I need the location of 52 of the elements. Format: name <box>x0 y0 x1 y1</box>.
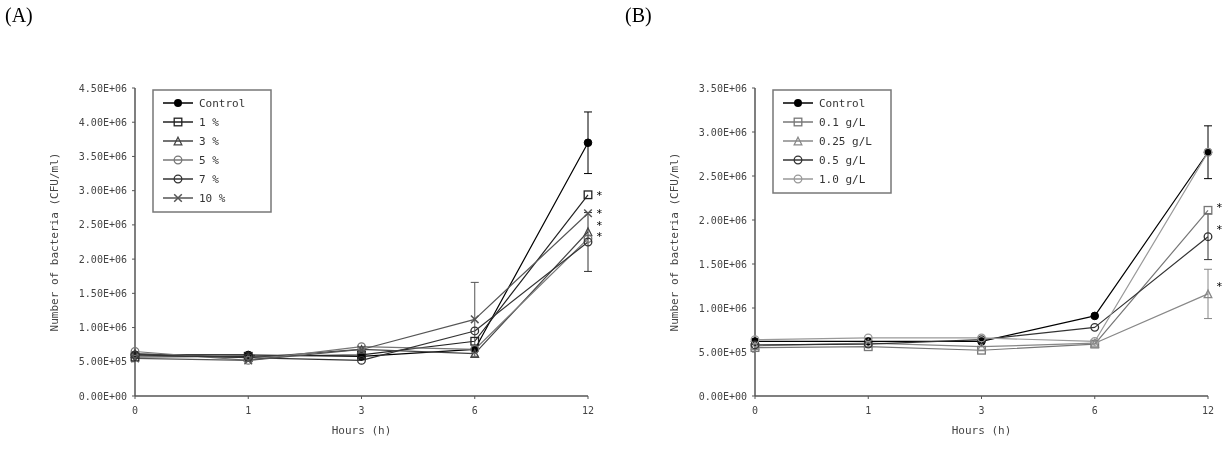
chart-title: (B) <box>625 4 652 27</box>
x-axis-title: Hours (h) <box>331 424 392 437</box>
x-tick-label: 3 <box>978 405 985 416</box>
y-tick-label: 5.00E+05 <box>698 346 747 358</box>
y-tick-label: 4.50E+06 <box>78 82 127 94</box>
x-tick-label: 3 <box>358 405 365 416</box>
y-tick-label: 3.50E+06 <box>78 150 127 162</box>
legend-label: 1 % <box>199 115 220 129</box>
x-tick-label: 6 <box>1091 405 1098 416</box>
y-tick-label: 5.00E+05 <box>78 356 127 368</box>
y-tick-label: 0.00E+00 <box>698 390 747 402</box>
legend-label: 1.0 g/L <box>819 172 866 186</box>
y-tick-label: 2.00E+06 <box>698 214 747 226</box>
y-axis-title: Number of bacteria (CFU/ml) <box>668 152 681 332</box>
legend-label: 7 % <box>199 172 220 186</box>
y-tick-label: 1.50E+06 <box>78 287 127 299</box>
y-tick-label: 1.50E+06 <box>698 258 747 270</box>
legend-label: 10 % <box>199 191 226 205</box>
y-tick-label: 2.00E+06 <box>78 253 127 265</box>
legend-label: 0.5 g/L <box>819 153 866 167</box>
y-axis-title: Number of bacteria (CFU/ml) <box>48 152 61 332</box>
x-tick-label: 1 <box>865 405 872 416</box>
legend-label: 0.25 g/L <box>819 134 873 148</box>
annotation: * <box>596 207 603 221</box>
x-tick-label: 6 <box>471 405 478 416</box>
x-tick-label: 0 <box>131 405 139 416</box>
legend-label: Control <box>819 96 866 110</box>
legend-label: 5 % <box>199 153 220 167</box>
y-tick-label: 2.50E+06 <box>78 219 127 231</box>
x-tick-label: 1 <box>245 405 252 416</box>
y-tick-label: 1.00E+06 <box>78 322 127 334</box>
x-tick-label: 0 <box>751 405 759 416</box>
annotation: * <box>596 218 603 232</box>
y-tick-label: 3.00E+06 <box>78 185 127 197</box>
y-tick-label: 4.00E+06 <box>78 116 127 128</box>
legend-label: 0.1 g/L <box>819 115 866 129</box>
x-axis-title: Hours (h) <box>951 424 1012 437</box>
y-tick-label: 3.50E+06 <box>698 82 747 94</box>
legend-label: Control <box>199 96 246 110</box>
y-tick-label: 0.00E+00 <box>78 390 127 402</box>
legend-label: 3 % <box>199 134 220 148</box>
y-tick-label: 2.50E+06 <box>698 170 747 182</box>
annotation: * <box>596 188 603 202</box>
annotation: * <box>1216 222 1223 236</box>
chart-title: (A) <box>5 4 33 27</box>
x-tick-label: 12 <box>1201 405 1215 416</box>
annotation: * <box>596 230 603 244</box>
annotation: * <box>1216 200 1223 214</box>
y-tick-label: 3.00E+06 <box>698 126 747 138</box>
x-tick-label: 12 <box>581 405 595 416</box>
y-tick-label: 1.00E+06 <box>698 302 747 314</box>
annotation: * <box>1216 279 1223 293</box>
